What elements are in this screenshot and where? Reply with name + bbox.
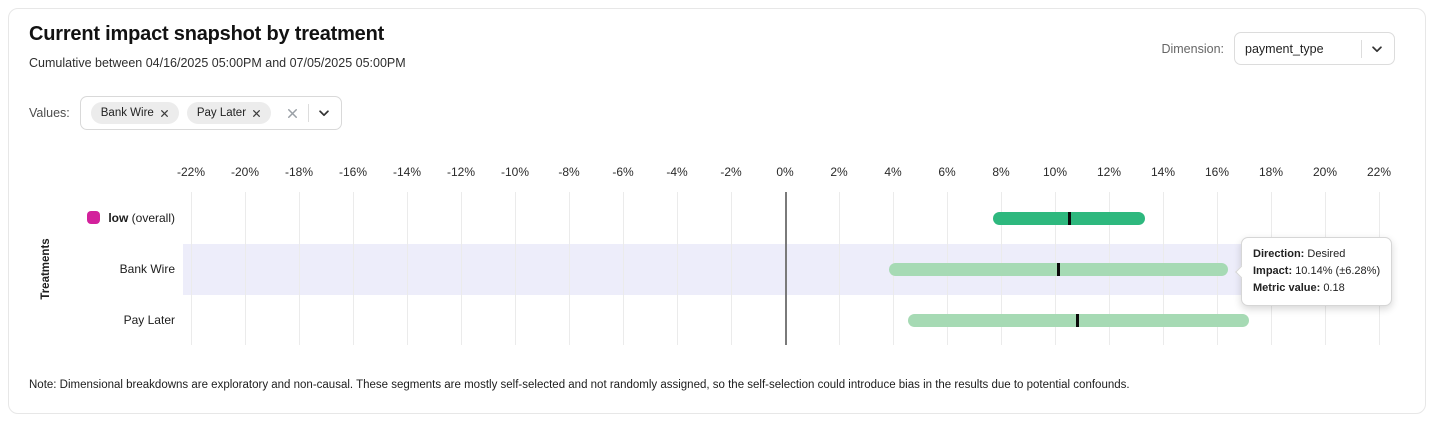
x-axis-tick-label: -20% [230,165,259,179]
x-axis-tick-label: -18% [284,165,313,179]
x-axis-tick-label: -22% [176,165,205,179]
gridline [569,192,570,345]
x-axis-tick-label: -2% [720,165,742,179]
values-multiselect[interactable]: Bank Wire Pay Later [79,96,343,130]
date-range-subtitle: Cumulative between 04/16/2025 05:00PM an… [29,56,406,70]
gridline [677,192,678,345]
gridline [839,192,840,345]
x-axis-tick-label: 20% [1312,165,1338,179]
gridline [191,192,192,345]
x-axis-tick-label: 12% [1096,165,1122,179]
gridline [353,192,354,345]
gridline [515,192,516,345]
row-label: low (overall) [9,210,175,227]
y-axis-title: Treatments [40,238,52,300]
x-axis-tick-label: 2% [830,165,848,179]
row-label: Bank Wire [119,261,175,276]
value-chip[interactable]: Bank Wire [90,102,179,124]
dimension-control: Dimension: payment_type [1161,32,1395,65]
gridline [299,192,300,345]
gridline [245,192,246,345]
x-axis-tick-label: -14% [392,165,421,179]
x-axis-tick-label: 6% [938,165,956,179]
x-axis-tick-label: 0% [776,165,794,179]
divider [1361,39,1362,58]
page-title: Current impact snapshot by treatment [29,23,385,45]
gridline [461,192,462,345]
tooltip-metric-value: Metric value: 0.18 [1253,282,1345,294]
clear-values-x-icon[interactable] [285,106,300,121]
x-axis-tick-label: -6% [612,165,634,179]
value-chip[interactable]: Pay Later [186,102,272,124]
impact-chart: -22% -20% -18% -16% -14% -12% -10% -8% -6% -4% -2%… [9,9,1425,413]
gridline [731,192,732,345]
x-axis-tick-label: 22% [1366,165,1392,179]
x-axis-tick-label: -16% [338,165,367,179]
tooltip: Direction: Desired Impact: 10.14% (±6.28… [1241,237,1393,306]
impact-midpoint-tick [1057,262,1061,276]
legend-swatch [87,210,101,224]
dimension-label: Dimension: [1161,41,1224,56]
x-axis-tick-label: 14% [1150,165,1176,179]
row-label: Pay Later [123,312,175,327]
x-axis-tick-label: 4% [884,165,902,179]
dimension-selected-value: payment_type [1245,41,1324,56]
x-axis-tick-label: 16% [1204,165,1230,179]
x-axis-tick-label: -8% [558,165,580,179]
x-axis-tick-label: -12% [446,165,475,179]
tooltip-impact: Impact: 10.14% (±6.28%) [1253,265,1381,277]
chip-remove-x-icon[interactable] [160,109,169,118]
impact-snapshot-card: Current impact snapshot by treatment Cum… [8,8,1426,414]
gridline [623,192,624,345]
chevron-down-icon[interactable] [1370,42,1384,56]
x-axis-tick-label: 8% [992,165,1010,179]
x-axis-tick-label: 10% [1042,165,1068,179]
tooltip-direction: Direction: Desired [1253,248,1346,260]
values-label: Values: [29,106,70,120]
impact-midpoint-tick [1076,313,1080,327]
chips-container: Bank Wire Pay Later [90,102,272,124]
x-axis-tick-label: -10% [500,165,529,179]
x-axis-tick-label: -4% [666,165,688,179]
values-filter: Values: Bank Wire Pay Later [29,96,343,130]
chevron-down-icon[interactable] [317,106,331,120]
dimension-select[interactable]: payment_type [1234,32,1395,65]
value-chip-label: Pay Later [196,107,247,119]
zero-baseline [785,192,787,345]
footnote: Note: Dimensional breakdowns are explora… [29,379,1130,391]
x-axis-tick-label: 18% [1258,165,1284,179]
divider [308,104,310,122]
gridline [407,192,408,345]
chip-remove-x-icon[interactable] [252,109,261,118]
impact-midpoint-tick [1068,211,1072,225]
value-chip-label: Bank Wire [100,107,154,119]
